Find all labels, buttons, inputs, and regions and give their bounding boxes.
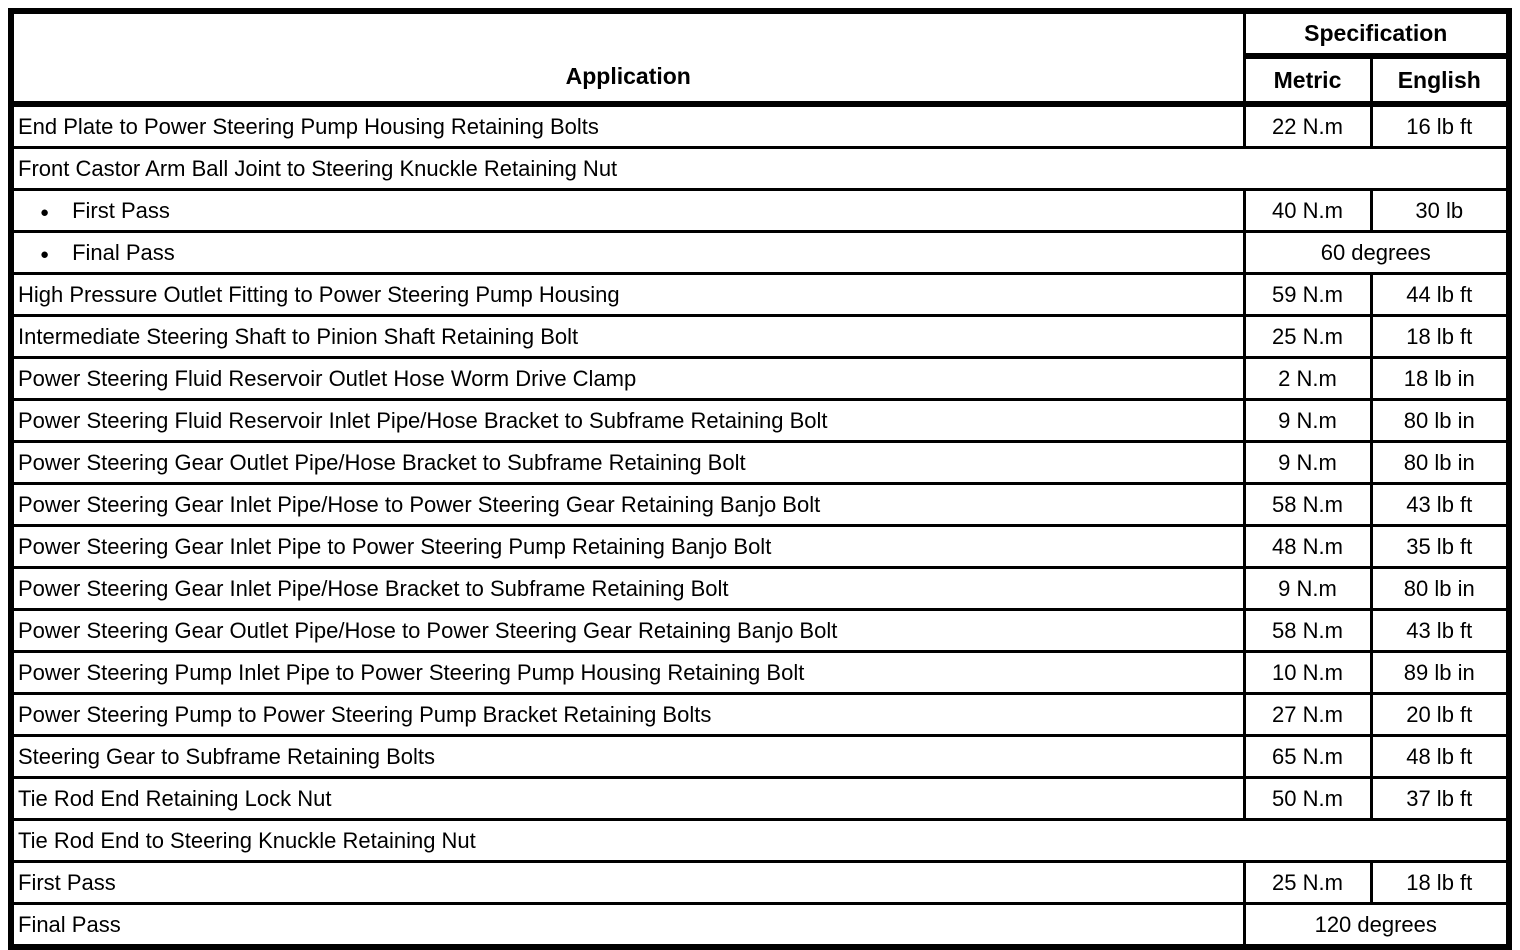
english-value-cell: 35 lb ft: [1369, 524, 1511, 569]
application-cell: Power Steering Gear Inlet Pipe/Hose Brac…: [9, 566, 1246, 611]
table-row: High Pressure Outlet Fitting to Power St…: [9, 272, 1511, 317]
application-cell: Steering Gear to Subframe Retaining Bolt…: [9, 734, 1246, 779]
application-cell: Tie Rod End Retaining Lock Nut: [9, 776, 1246, 821]
english-value-cell: 18 lb in: [1369, 356, 1511, 401]
table-row: Power Steering Pump Inlet Pipe to Power …: [9, 650, 1511, 695]
english-value-cell: 18 lb ft: [1369, 314, 1511, 359]
metric-value-cell: 9 N.m: [1242, 440, 1373, 485]
application-cell: Power Steering Pump to Power Steering Pu…: [9, 692, 1246, 737]
header-row-specification: Application Specification: [9, 9, 1511, 107]
english-value-cell: 16 lb ft: [1369, 102, 1511, 149]
table-row: First Pass 25 N.m 18 lb ft: [9, 860, 1511, 905]
english-value-cell: 80 lb in: [1369, 566, 1511, 611]
english-value-cell: 18 lb ft: [1369, 860, 1511, 905]
table-row: ● Final Pass 60 degrees: [9, 230, 1511, 275]
metric-value-cell: 59 N.m: [1242, 272, 1373, 317]
table-row: Power Steering Gear Inlet Pipe/Hose to P…: [9, 482, 1511, 527]
metric-value-cell: 10 N.m: [1242, 650, 1373, 695]
metric-value-cell: 9 N.m: [1242, 398, 1373, 443]
metric-value-cell: 27 N.m: [1242, 692, 1373, 737]
bullet-icon: ●: [40, 245, 50, 263]
metric-value-cell: 25 N.m: [1242, 860, 1373, 905]
english-value-cell: 43 lb ft: [1369, 482, 1511, 527]
application-section-cell: Front Castor Arm Ball Joint to Steering …: [9, 146, 1511, 191]
table-header: Application Specification Metric English: [9, 9, 1511, 107]
table-row: Power Steering Gear Outlet Pipe/Hose Bra…: [9, 440, 1511, 485]
table-row: ● First Pass 40 N.m 30 lb: [9, 188, 1511, 233]
application-cell: Power Steering Gear Inlet Pipe to Power …: [9, 524, 1246, 569]
metric-value-cell: 40 N.m: [1242, 188, 1373, 233]
english-value-cell: 80 lb in: [1369, 398, 1511, 443]
metric-value-cell: 2 N.m: [1242, 356, 1373, 401]
metric-column-header: Metric: [1242, 54, 1373, 107]
table-row: Power Steering Fluid Reservoir Inlet Pip…: [9, 398, 1511, 443]
table-body: End Plate to Power Steering Pump Housing…: [9, 102, 1511, 949]
english-value-cell: 20 lb ft: [1369, 692, 1511, 737]
application-cell: Intermediate Steering Shaft to Pinion Sh…: [9, 314, 1246, 359]
application-cell: Power Steering Fluid Reservoir Inlet Pip…: [9, 398, 1246, 443]
metric-value-cell: 9 N.m: [1242, 566, 1373, 611]
metric-value-cell: 50 N.m: [1242, 776, 1373, 821]
table-row: Tie Rod End Retaining Lock Nut 50 N.m 37…: [9, 776, 1511, 821]
application-column-header: Application: [9, 9, 1246, 107]
application-cell: Power Steering Fluid Reservoir Outlet Ho…: [9, 356, 1246, 401]
application-cell: End Plate to Power Steering Pump Housing…: [9, 102, 1246, 149]
application-cell: Power Steering Gear Inlet Pipe/Hose to P…: [9, 482, 1246, 527]
application-cell: High Pressure Outlet Fitting to Power St…: [9, 272, 1246, 317]
application-label: Final Pass: [72, 239, 175, 265]
application-cell: ● Final Pass: [9, 230, 1246, 275]
metric-value-cell: 65 N.m: [1242, 734, 1373, 779]
application-cell: Power Steering Pump Inlet Pipe to Power …: [9, 650, 1246, 695]
application-cell: Final Pass: [9, 902, 1246, 949]
metric-value-cell: 48 N.m: [1242, 524, 1373, 569]
english-value-cell: 30 lb: [1369, 188, 1511, 233]
english-value-cell: 48 lb ft: [1369, 734, 1511, 779]
spec-merged-value-cell: 60 degrees: [1242, 230, 1511, 275]
application-cell: ● First Pass: [9, 188, 1246, 233]
header-row-units: Metric English: [11, 54, 1511, 107]
torque-spec-table: Application Specification Metric English…: [8, 8, 1512, 950]
table-row: Intermediate Steering Shaft to Pinion Sh…: [9, 314, 1511, 359]
english-value-cell: 89 lb in: [1369, 650, 1511, 695]
spec-merged-value-cell: 120 degrees: [1242, 902, 1511, 949]
table-row: Power Steering Pump to Power Steering Pu…: [9, 692, 1511, 737]
application-section-cell: Tie Rod End to Steering Knuckle Retainin…: [9, 818, 1511, 863]
english-value-cell: 80 lb in: [1369, 440, 1511, 485]
english-column-header: English: [1369, 54, 1511, 107]
application-cell: Power Steering Gear Outlet Pipe/Hose to …: [9, 608, 1246, 653]
bullet-icon: ●: [40, 203, 50, 221]
table-row: Steering Gear to Subframe Retaining Bolt…: [9, 734, 1511, 779]
table-row: Power Steering Gear Inlet Pipe/Hose Brac…: [9, 566, 1511, 611]
metric-value-cell: 58 N.m: [1242, 482, 1373, 527]
table-row-section: Front Castor Arm Ball Joint to Steering …: [9, 146, 1511, 191]
english-value-cell: 44 lb ft: [1369, 272, 1511, 317]
table-row: Final Pass 120 degrees: [9, 902, 1511, 949]
metric-value-cell: 25 N.m: [1242, 314, 1373, 359]
table-row: Power Steering Gear Inlet Pipe to Power …: [9, 524, 1511, 569]
table-row-section: Tie Rod End to Steering Knuckle Retainin…: [9, 818, 1511, 863]
application-cell: First Pass: [9, 860, 1246, 905]
table-row: Power Steering Gear Outlet Pipe/Hose to …: [9, 608, 1511, 653]
english-value-cell: 37 lb ft: [1369, 776, 1511, 821]
english-value-cell: 43 lb ft: [1369, 608, 1511, 653]
application-cell: Power Steering Gear Outlet Pipe/Hose Bra…: [9, 440, 1246, 485]
application-label: First Pass: [72, 197, 170, 223]
table-row: Power Steering Fluid Reservoir Outlet Ho…: [9, 356, 1511, 401]
table-row: End Plate to Power Steering Pump Housing…: [9, 102, 1511, 149]
metric-value-cell: 58 N.m: [1242, 608, 1373, 653]
specification-column-header: Specification: [1242, 9, 1511, 59]
metric-value-cell: 22 N.m: [1242, 102, 1373, 149]
